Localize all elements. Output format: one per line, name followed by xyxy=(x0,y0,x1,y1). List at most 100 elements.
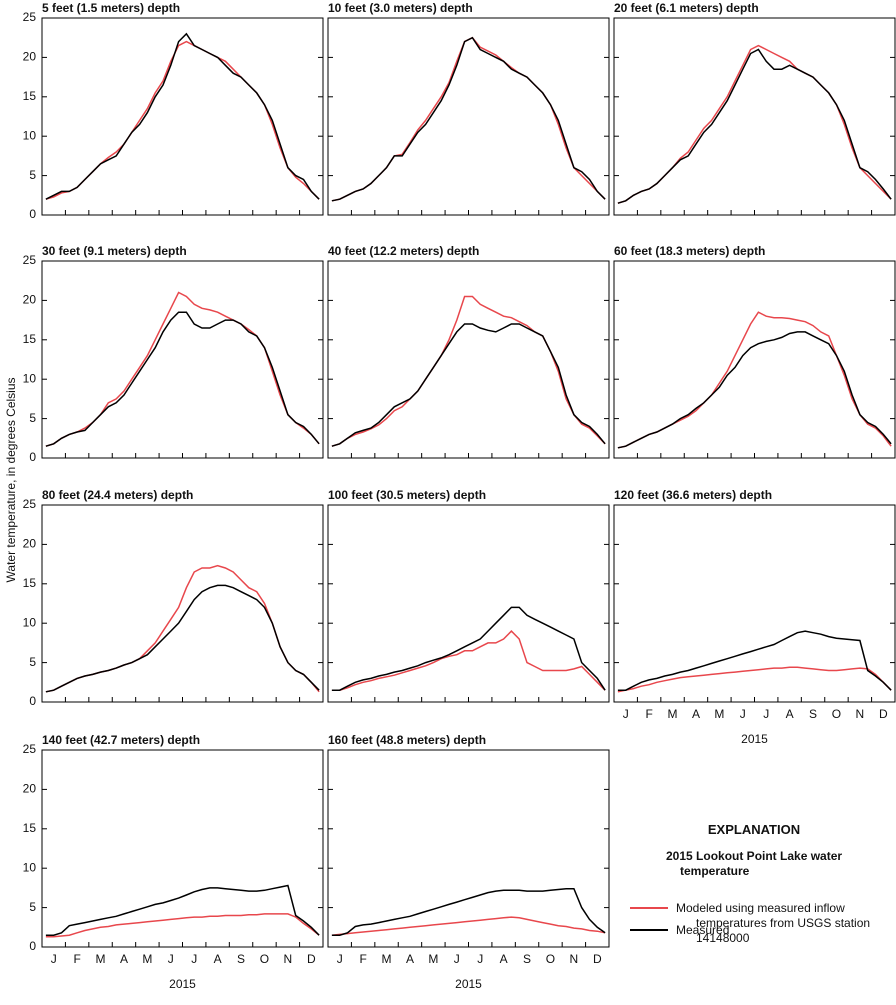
x-tick-label: M xyxy=(142,952,152,966)
y-axis-label: Water temperature, in degrees Celsius xyxy=(4,378,18,583)
series-line xyxy=(331,36,606,202)
x-axis-label: 2015 xyxy=(169,977,196,991)
x-tick-label: J xyxy=(51,952,57,966)
x-tick-label: S xyxy=(523,952,531,966)
series-line xyxy=(617,48,892,204)
legend-entry: Modeled using measured inflow temperatur… xyxy=(676,901,871,945)
x-tick-label: J xyxy=(337,952,343,966)
series-line xyxy=(331,887,606,936)
x-tick-label: J xyxy=(740,707,746,721)
x-tick-label: S xyxy=(237,952,245,966)
legend-title: EXPLANATION xyxy=(707,822,801,837)
series-line xyxy=(45,40,320,200)
plot-frame xyxy=(327,749,610,948)
y-tick-label: 10 xyxy=(23,371,37,385)
series-line xyxy=(617,630,892,691)
x-tick-label: J xyxy=(168,952,174,966)
plot-frame xyxy=(41,260,324,459)
y-tick-label: 25 xyxy=(23,742,37,756)
panel-title: 40 feet (12.2 meters) depth xyxy=(328,244,479,258)
y-tick-label: 5 xyxy=(29,900,36,914)
plot-frame xyxy=(613,17,896,216)
panel-title: 30 feet (9.1 meters) depth xyxy=(42,244,187,258)
plot-frame xyxy=(327,504,610,703)
series-line xyxy=(45,32,320,200)
y-tick-label: 10 xyxy=(23,860,37,874)
x-tick-label: F xyxy=(359,952,366,966)
y-tick-label: 15 xyxy=(23,821,37,835)
x-tick-label: F xyxy=(645,707,652,721)
y-tick-label: 15 xyxy=(23,89,37,103)
legend-entry: Measured xyxy=(676,923,730,937)
y-tick-label: 0 xyxy=(29,939,36,953)
panel-title: 120 feet (36.6 meters) depth xyxy=(614,488,772,502)
x-tick-label: S xyxy=(809,707,817,721)
series-line xyxy=(331,606,606,691)
x-tick-label: O xyxy=(832,707,841,721)
y-tick-label: 0 xyxy=(29,450,36,464)
panel-title: 100 feet (30.5 meters) depth xyxy=(328,488,486,502)
y-tick-label: 15 xyxy=(23,332,37,346)
y-tick-label: 10 xyxy=(23,615,37,629)
panel-title: 140 feet (42.7 meters) depth xyxy=(42,733,200,747)
plot-frame xyxy=(41,749,324,948)
x-tick-label: J xyxy=(454,952,460,966)
y-tick-label: 5 xyxy=(29,655,36,669)
plot-frame xyxy=(327,260,610,459)
x-tick-label: F xyxy=(73,952,80,966)
x-tick-label: A xyxy=(406,952,414,966)
panel-title: 160 feet (48.8 meters) depth xyxy=(328,733,486,747)
y-tick-label: 20 xyxy=(23,50,37,64)
x-tick-label: N xyxy=(284,952,293,966)
plot-frame xyxy=(327,17,610,216)
series-line xyxy=(45,311,320,447)
x-axis-label: 2015 xyxy=(741,732,768,746)
x-tick-label: A xyxy=(120,952,128,966)
series-line xyxy=(45,884,320,936)
x-tick-label: M xyxy=(382,952,392,966)
y-tick-label: 20 xyxy=(23,537,37,551)
series-line xyxy=(45,564,320,693)
x-tick-label: D xyxy=(307,952,316,966)
x-tick-label: M xyxy=(428,952,438,966)
x-tick-label: M xyxy=(96,952,106,966)
panel-title: 5 feet (1.5 meters) depth xyxy=(42,1,180,15)
plot-frame xyxy=(613,260,896,459)
y-tick-label: 15 xyxy=(23,576,37,590)
series-line xyxy=(45,291,320,447)
x-tick-label: N xyxy=(570,952,579,966)
x-tick-label: A xyxy=(500,952,508,966)
series-line xyxy=(331,295,606,447)
series-line xyxy=(617,331,892,449)
x-tick-label: O xyxy=(546,952,555,966)
y-tick-label: 0 xyxy=(29,694,36,708)
y-tick-label: 20 xyxy=(23,782,37,796)
panel-title: 10 feet (3.0 meters) depth xyxy=(328,1,473,15)
y-tick-label: 25 xyxy=(23,497,37,511)
x-tick-label: J xyxy=(623,707,629,721)
y-tick-label: 25 xyxy=(23,253,37,267)
legend-subtitle: 2015 Lookout Point Lake water temperatur… xyxy=(666,849,843,878)
y-tick-label: 25 xyxy=(23,10,37,24)
series-line xyxy=(331,916,606,936)
series-line xyxy=(617,44,892,204)
panel-title: 60 feet (18.3 meters) depth xyxy=(614,244,765,258)
y-tick-label: 0 xyxy=(29,207,36,221)
x-tick-label: A xyxy=(692,707,700,721)
plot-frame xyxy=(41,504,324,703)
panel-title: 80 feet (24.4 meters) depth xyxy=(42,488,193,502)
x-tick-label: A xyxy=(786,707,794,721)
x-tick-label: M xyxy=(668,707,678,721)
series-line xyxy=(45,913,320,938)
y-tick-label: 10 xyxy=(23,128,37,142)
x-axis-label: 2015 xyxy=(455,977,482,991)
x-tick-label: A xyxy=(214,952,222,966)
x-tick-label: O xyxy=(260,952,269,966)
x-tick-label: D xyxy=(879,707,888,721)
x-tick-label: J xyxy=(763,707,769,721)
y-tick-label: 20 xyxy=(23,293,37,307)
x-tick-label: M xyxy=(714,707,724,721)
series-line xyxy=(617,311,892,449)
